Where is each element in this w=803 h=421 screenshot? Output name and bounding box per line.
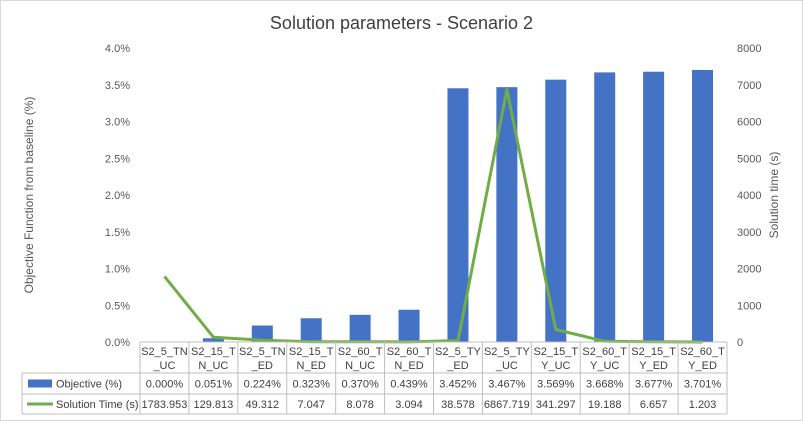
solution-time-value: 129.813 — [193, 399, 233, 411]
solution-time-value: 8.078 — [346, 399, 374, 411]
solution-time-value: 341.297 — [536, 399, 576, 411]
y2-tick-label: 3000 — [737, 227, 761, 239]
solution-time-value: 19.188 — [588, 399, 622, 411]
y2-axis-title: Solution time (s) — [767, 152, 781, 239]
category-label: S2_60_T — [582, 346, 627, 358]
objective-value: 0.370% — [341, 379, 379, 391]
bar-S2_5_TN_ED — [251, 325, 273, 342]
y-tick-label: 3.5% — [105, 80, 130, 92]
objective-value: 3.701% — [684, 379, 722, 391]
category-label: S2_15_T — [631, 346, 676, 358]
category-label: N_ED — [394, 360, 423, 372]
y2-tick-label: 7000 — [737, 80, 761, 92]
bar-S2_60_TY_UC — [594, 72, 616, 342]
bar-S2_60_TY_ED — [692, 69, 714, 342]
objective-value: 3.467% — [488, 379, 526, 391]
objective-value: 0.323% — [293, 379, 331, 391]
bar-S2_15_TY_ED — [643, 71, 665, 342]
category-label: Y_ED — [688, 360, 717, 372]
y2-tick-label: 4000 — [737, 190, 761, 202]
solution-time-value: 1783.953 — [142, 399, 188, 411]
solution-time-value: 38.578 — [441, 399, 475, 411]
solution-time-line — [163, 88, 703, 344]
category-label: Y_UC — [590, 360, 619, 372]
y2-tick-label: 1000 — [737, 300, 761, 312]
bar-S2_5_TY_ED — [447, 88, 469, 342]
bar-S2_60_TN_ED — [398, 309, 420, 342]
category-label: N_UC — [345, 360, 375, 372]
solution-time-value: 49.312 — [245, 399, 279, 411]
category-label: N_ED — [297, 360, 326, 372]
y-tick-label: 2.5% — [105, 153, 130, 165]
y2-tick-label: 0 — [737, 337, 743, 349]
category-label: S2_15_T — [289, 346, 334, 358]
y-tick-label: 2.0% — [105, 190, 130, 202]
objective-value: 3.668% — [586, 379, 624, 391]
objective-value: 0.051% — [195, 379, 233, 391]
objective-value: 0.224% — [244, 379, 282, 391]
y2-tick-label: 8000 — [737, 43, 761, 55]
category-label: Y_UC — [541, 360, 570, 372]
category-label: S2_5_TY — [484, 346, 531, 358]
solution-time-value: 3.094 — [395, 399, 423, 411]
category-label: _UC — [152, 360, 175, 372]
y-tick-label: 0.5% — [105, 300, 130, 312]
objective-value: 3.569% — [537, 379, 575, 391]
category-label: N_UC — [198, 360, 228, 372]
objective-value: 0.439% — [390, 379, 428, 391]
bar-S2_60_TN_UC — [349, 314, 371, 342]
category-label: S2_60_T — [338, 346, 383, 358]
legend-label-solution-time: Solution Time (s) — [56, 399, 139, 411]
objective-value: 3.677% — [635, 379, 673, 391]
legend-key-objective — [28, 379, 52, 388]
objective-value: 0.000% — [146, 379, 184, 391]
y-tick-label: 1.0% — [105, 264, 130, 276]
objective-value: 3.452% — [439, 379, 477, 391]
solution-time-value: 6.657 — [640, 399, 668, 411]
solution-time-value: 6867.719 — [484, 399, 530, 411]
y2-tick-label: 6000 — [737, 117, 761, 129]
category-label: S2_60_T — [680, 346, 725, 358]
y2-tick-label: 2000 — [737, 264, 761, 276]
category-label: S2_15_T — [191, 346, 236, 358]
solution-time-value: 7.047 — [297, 399, 325, 411]
category-label: _ED — [251, 360, 273, 372]
y-tick-label: 3.0% — [105, 117, 130, 129]
y-tick-label: 4.0% — [105, 43, 130, 55]
bar-S2_15_TN_ED — [300, 318, 322, 342]
solution-time-value: 1.203 — [689, 399, 717, 411]
bar-S2_5_TY_UC — [496, 87, 518, 342]
y2-tick-label: 5000 — [737, 153, 761, 165]
category-label: S2_60_T — [387, 346, 432, 358]
category-label: _ED — [446, 360, 468, 372]
category-label: Y_ED — [639, 360, 668, 372]
category-label: S2_5_TN — [239, 346, 286, 358]
chart-title: Solution parameters - Scenario 2 — [269, 13, 534, 33]
bar-S2_15_TY_UC — [545, 79, 567, 342]
legend-label-objective: Objective (%) — [56, 379, 122, 391]
category-label: S2_15_T — [533, 346, 578, 358]
bar-S2_15_TN_UC — [202, 338, 224, 342]
y-axis-title: Objective Function from baseline (%) — [22, 97, 36, 294]
y-tick-label: 0.0% — [105, 337, 130, 349]
y-tick-label: 1.5% — [105, 227, 130, 239]
category-label: S2_5_TN — [141, 346, 188, 358]
category-label: _UC — [495, 360, 518, 372]
category-label: S2_5_TY — [435, 346, 482, 358]
